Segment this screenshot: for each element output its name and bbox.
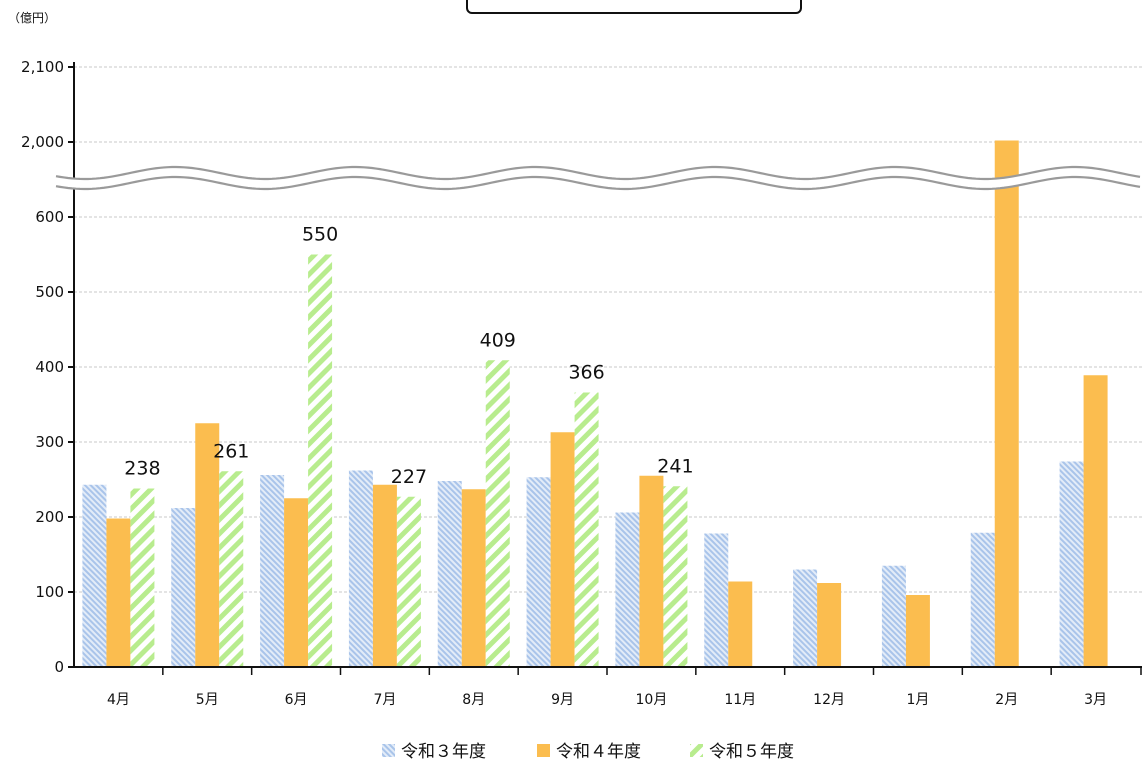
y-tick-label: 500 bbox=[35, 283, 64, 301]
data-label: 550 bbox=[302, 224, 338, 246]
bar bbox=[284, 498, 309, 667]
legend-swatch bbox=[690, 744, 703, 757]
bar bbox=[615, 512, 640, 667]
bar bbox=[437, 481, 462, 667]
legend-swatch bbox=[537, 744, 550, 757]
data-label: 409 bbox=[480, 329, 516, 351]
bar bbox=[704, 533, 729, 667]
legend-swatch bbox=[382, 744, 395, 757]
x-tick-label: 1月 bbox=[906, 692, 929, 708]
bar bbox=[308, 254, 333, 667]
data-label: 366 bbox=[568, 362, 604, 384]
x-tick-label: 8月 bbox=[462, 692, 485, 708]
bars bbox=[82, 140, 1108, 667]
bar bbox=[106, 518, 131, 667]
y-tick-label: 0 bbox=[54, 658, 64, 676]
x-tick-label: 11月 bbox=[724, 692, 756, 708]
bar bbox=[639, 475, 664, 667]
bar bbox=[817, 583, 842, 667]
bar bbox=[1083, 375, 1108, 667]
bar bbox=[485, 360, 510, 667]
x-tick-label: 4月 bbox=[107, 692, 130, 708]
bar bbox=[260, 475, 285, 667]
y-tick-label: 100 bbox=[35, 583, 64, 601]
bar bbox=[574, 392, 599, 667]
x-tick-label: 9月 bbox=[551, 692, 574, 708]
bar bbox=[171, 508, 196, 667]
axis-break-band bbox=[56, 167, 1142, 189]
x-tick-label: 7月 bbox=[373, 692, 396, 708]
bar bbox=[728, 581, 753, 667]
y-tick-label: 400 bbox=[35, 358, 64, 376]
data-label: 227 bbox=[391, 466, 427, 488]
y-tick-label: 300 bbox=[35, 433, 64, 451]
x-tick-label: 5月 bbox=[196, 692, 219, 708]
bar bbox=[348, 470, 373, 667]
x-tick-label: 2月 bbox=[995, 692, 1018, 708]
bar bbox=[663, 486, 688, 667]
bar bbox=[461, 489, 486, 667]
data-label: 261 bbox=[213, 440, 249, 462]
grid-lines bbox=[74, 66, 1142, 593]
bar bbox=[881, 565, 906, 667]
x-tick-label: 6月 bbox=[285, 692, 308, 708]
y-tick-label: 2,000 bbox=[21, 133, 64, 151]
data-labels: 238 261 550 227 409 366 241 bbox=[124, 224, 693, 488]
bar bbox=[970, 532, 995, 667]
legend-label: 令和５年度 bbox=[709, 742, 794, 762]
axis-break-line bbox=[55, 175, 1141, 191]
bar bbox=[994, 140, 1019, 667]
data-label: 238 bbox=[124, 458, 160, 480]
axes: 0 100 200 300 400 500 600 2,000 2,100 4月 5月 6月 7月 8月 9… bbox=[21, 58, 1142, 708]
bar bbox=[905, 595, 930, 667]
bar bbox=[1059, 461, 1084, 667]
bar bbox=[219, 471, 244, 667]
legend-label: 令和３年度 bbox=[401, 742, 486, 762]
legend: 令和３年度 令和４年度 令和５年度 bbox=[382, 742, 794, 762]
axis-break-line bbox=[55, 165, 1141, 181]
bar bbox=[793, 569, 818, 667]
bar bbox=[526, 477, 551, 667]
bar bbox=[372, 484, 397, 667]
bar bbox=[195, 423, 220, 667]
y-unit-label: （億円） bbox=[8, 11, 56, 25]
axis-break bbox=[55, 165, 1142, 191]
y-tick-label: 200 bbox=[35, 508, 64, 526]
bar bbox=[82, 484, 107, 667]
x-tick-label: 10月 bbox=[636, 692, 668, 708]
bar bbox=[550, 432, 575, 667]
bar bbox=[130, 488, 155, 667]
x-tick-label: 12月 bbox=[813, 692, 845, 708]
x-tick-label: 3月 bbox=[1084, 692, 1107, 708]
y-tick-label: 600 bbox=[35, 208, 64, 226]
chart-title-box bbox=[466, 0, 802, 14]
y-tick-label: 2,100 bbox=[21, 58, 64, 76]
legend-label: 令和４年度 bbox=[556, 742, 641, 762]
data-label: 241 bbox=[657, 455, 693, 477]
bar bbox=[396, 496, 421, 667]
